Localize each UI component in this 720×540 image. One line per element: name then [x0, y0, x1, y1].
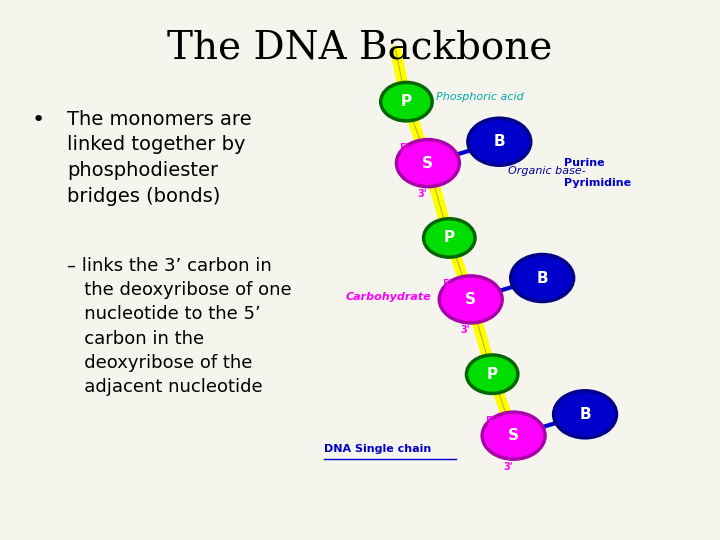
Text: 5': 5'	[485, 416, 495, 426]
Circle shape	[554, 391, 616, 438]
Text: S: S	[423, 156, 433, 171]
Text: S: S	[465, 292, 476, 307]
Text: The monomers are
linked together by
phosphodiester
bridges (bonds): The monomers are linked together by phos…	[67, 110, 252, 206]
Text: 3': 3'	[503, 462, 513, 471]
Circle shape	[482, 412, 545, 459]
Text: The DNA Backbone: The DNA Backbone	[167, 30, 553, 66]
Text: Organic base-: Organic base-	[508, 166, 585, 176]
Text: Carbohydrate: Carbohydrate	[346, 292, 431, 302]
Circle shape	[467, 355, 518, 394]
Circle shape	[468, 118, 531, 165]
Text: 5': 5'	[442, 279, 452, 289]
Text: S: S	[508, 428, 519, 443]
Circle shape	[381, 83, 432, 121]
Text: •: •	[32, 110, 45, 130]
Circle shape	[439, 276, 502, 323]
Text: B: B	[536, 271, 548, 286]
Text: – links the 3’ carbon in
   the deoxyribose of one
   nucleotide to the 5’
   ca: – links the 3’ carbon in the deoxyribose…	[67, 256, 292, 396]
Text: Purine: Purine	[564, 158, 604, 168]
Text: P: P	[444, 231, 455, 246]
Text: 5': 5'	[400, 143, 409, 153]
Text: 3': 3'	[460, 326, 470, 335]
Text: 3': 3'	[418, 189, 427, 199]
Circle shape	[397, 140, 459, 187]
Circle shape	[510, 254, 574, 301]
Circle shape	[423, 219, 475, 257]
Text: Phosphoric acid: Phosphoric acid	[436, 92, 524, 103]
Text: B: B	[579, 407, 591, 422]
Text: DNA Single chain: DNA Single chain	[324, 444, 431, 454]
Text: P: P	[401, 94, 412, 109]
Text: B: B	[493, 134, 505, 149]
Text: P: P	[487, 367, 498, 382]
Text: Pyrimidine: Pyrimidine	[564, 178, 631, 188]
